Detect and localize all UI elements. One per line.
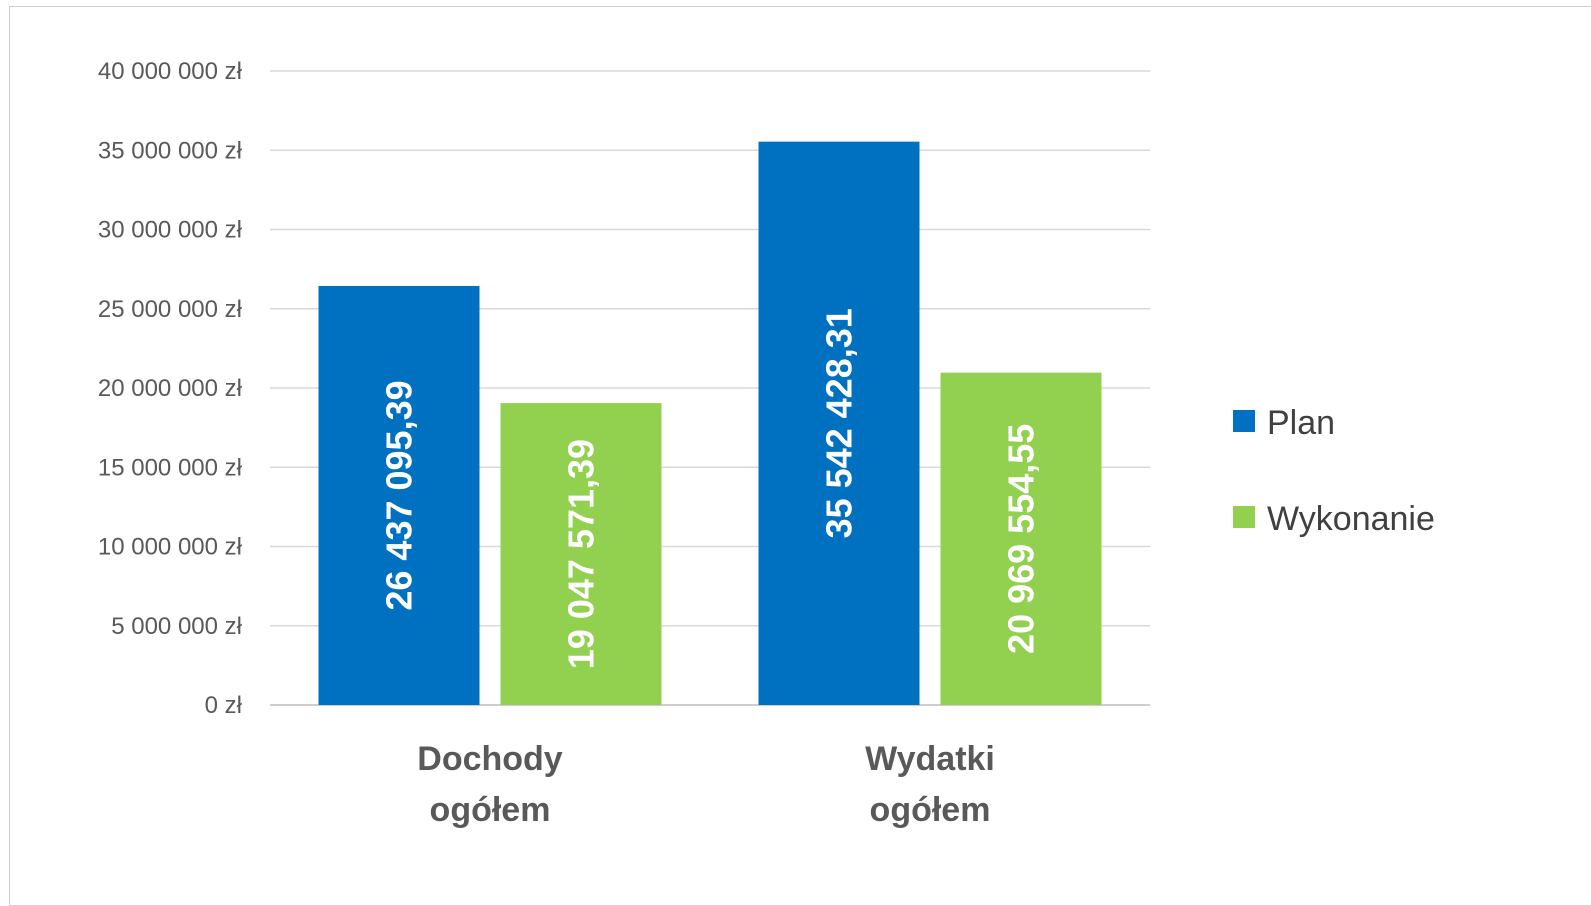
bar-wykonanie xyxy=(500,403,662,705)
category-label: Wydatki xyxy=(865,740,995,778)
y-tick-label: 40 000 000 zł xyxy=(98,58,243,85)
category-label: Dochody xyxy=(417,740,563,778)
legend-swatch xyxy=(1233,410,1255,432)
x-axis-category-labels: Dochody ogółem Wydatki ogółem xyxy=(417,740,995,829)
bar-plan xyxy=(758,141,920,705)
bar-value-label: 35 542 428,31 xyxy=(819,308,860,538)
y-tick-label: 10 000 000 zł xyxy=(98,534,243,561)
legend-label: Wykonanie xyxy=(1267,500,1435,538)
y-tick-label: 0 zł xyxy=(205,692,243,719)
category-label: ogółem xyxy=(430,791,551,829)
y-tick-label: 35 000 000 zł xyxy=(98,137,243,164)
bar-plan xyxy=(318,285,480,705)
y-tick-label: 30 000 000 zł xyxy=(98,217,243,244)
bar-value-label: 26 437 095,39 xyxy=(379,380,420,610)
y-tick-label: 25 000 000 zł xyxy=(98,296,243,323)
bar-value-label: 20 969 554,55 xyxy=(1001,424,1042,654)
bar-wykonanie xyxy=(940,372,1102,705)
legend-swatch xyxy=(1233,506,1255,528)
bars: 26 437 095,39 19 047 571,39 35 542 428,31 2… xyxy=(318,141,1102,705)
bar-value-label: 19 047 571,39 xyxy=(561,439,602,669)
legend-label: Plan xyxy=(1267,404,1335,442)
legend: Plan Wykonanie xyxy=(1233,404,1435,538)
y-axis-tick-labels: 0 zł 5 000 000 zł 10 000 000 zł 15 000 000 … xyxy=(98,58,243,719)
category-label: ogółem xyxy=(870,791,991,829)
y-tick-label: 15 000 000 zł xyxy=(98,454,243,481)
y-tick-label: 5 000 000 zł xyxy=(111,613,242,640)
y-tick-label: 20 000 000 zł xyxy=(98,375,243,402)
